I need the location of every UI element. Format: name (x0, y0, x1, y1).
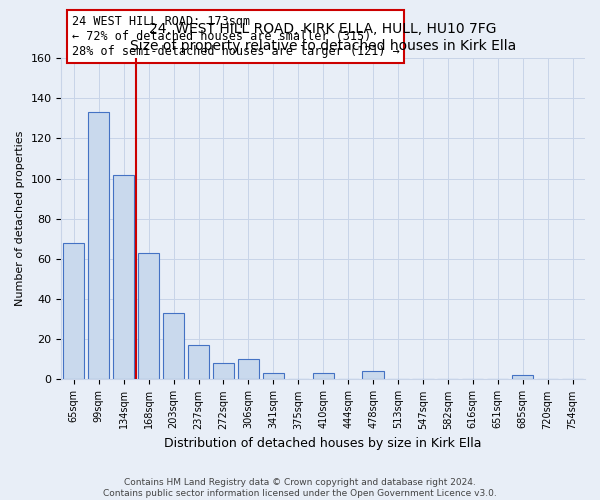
Bar (313, 374, 334, 380)
Bar (63, 243, 85, 380)
Bar (263, 374, 284, 380)
Y-axis label: Number of detached properties: Number of detached properties (15, 131, 25, 306)
Bar (512, 376, 533, 380)
Bar (213, 364, 234, 380)
Bar (88, 112, 109, 380)
Bar (362, 372, 383, 380)
X-axis label: Distribution of detached houses by size in Kirk Ella: Distribution of detached houses by size … (164, 437, 482, 450)
Bar (113, 174, 134, 380)
Bar (138, 253, 159, 380)
Bar (188, 346, 209, 380)
Bar (163, 313, 184, 380)
Text: Contains HM Land Registry data © Crown copyright and database right 2024.
Contai: Contains HM Land Registry data © Crown c… (103, 478, 497, 498)
Text: 24 WEST HILL ROAD: 173sqm
← 72% of detached houses are smaller (315)
28% of semi: 24 WEST HILL ROAD: 173sqm ← 72% of detac… (72, 15, 400, 58)
Bar (238, 360, 259, 380)
Title: 24, WEST HILL ROAD, KIRK ELLA, HULL, HU10 7FG
Size of property relative to detac: 24, WEST HILL ROAD, KIRK ELLA, HULL, HU1… (130, 22, 517, 52)
